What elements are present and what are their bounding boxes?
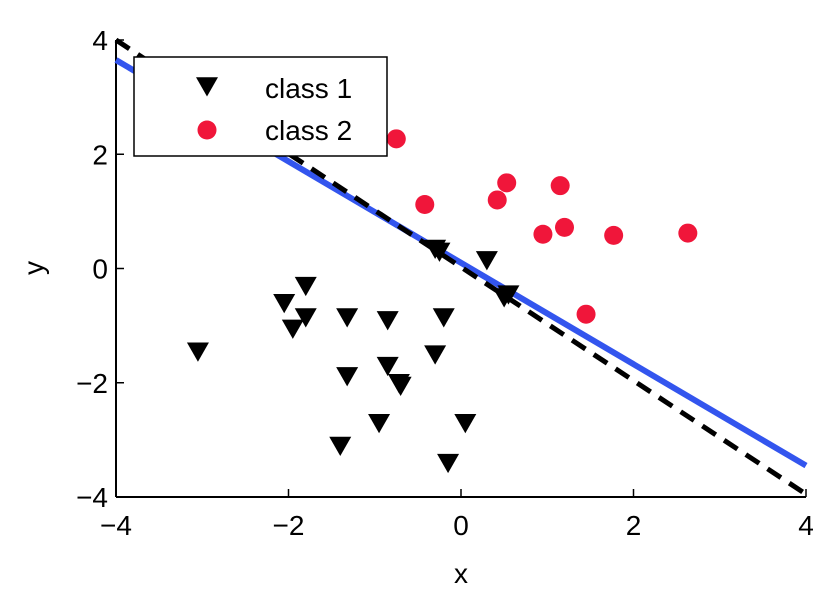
y-tick-label: 0 (92, 254, 108, 285)
class-2-point (487, 190, 507, 210)
data-points (186, 129, 698, 474)
class-1-point (437, 453, 460, 474)
tick-labels: −4 −2 0 2 4 −4 −2 0 2 4 (76, 25, 814, 541)
y-tick-label: 4 (92, 25, 108, 56)
class-2-point (386, 129, 406, 149)
class-1-point (424, 345, 447, 365)
legend-label: class 2 (265, 115, 352, 146)
class-1-point (336, 308, 359, 328)
x-tick-label: −2 (273, 510, 305, 541)
y-tick-label: 2 (92, 139, 108, 170)
legend-box (133, 56, 388, 157)
class-1-point (376, 356, 399, 377)
legend: class 1 class 2 (133, 56, 388, 157)
x-tick-label: 0 (453, 510, 469, 541)
class-1-point (497, 285, 520, 305)
class-2-point (550, 176, 570, 196)
x-axis-label: x (454, 558, 468, 589)
class-1-point (376, 311, 399, 331)
legend-class-1-marker (196, 77, 218, 97)
x-tick-label: 2 (626, 510, 642, 541)
x-tick-label: 4 (798, 510, 814, 541)
class-2-point (555, 217, 574, 237)
y-axis-label: y (18, 261, 49, 275)
x-tick-label: −4 (100, 510, 132, 541)
class-1-point (294, 276, 317, 297)
class-2-point (415, 195, 435, 215)
class-2-point (533, 224, 553, 244)
class-1-point (329, 436, 352, 457)
class-2-point (604, 225, 624, 245)
class-1-point (294, 308, 317, 328)
class-2-point (497, 173, 517, 193)
class-1-point (389, 376, 412, 397)
class-1-point (368, 413, 391, 434)
class-1-point (336, 367, 359, 387)
y-tick-label: −4 (76, 482, 108, 513)
class-1-point (428, 242, 451, 262)
class-1-point (454, 413, 477, 434)
legend-label: class 1 (265, 73, 352, 104)
y-tick-label: −2 (76, 368, 108, 399)
class-1-point (186, 342, 209, 362)
class-2-point (576, 304, 596, 324)
class-2-point (678, 223, 698, 243)
class-1-point (475, 251, 498, 271)
class-1-point (273, 293, 296, 314)
class-1-point (281, 319, 304, 339)
class-1-point (432, 308, 455, 328)
legend-class-2-marker (197, 120, 217, 140)
